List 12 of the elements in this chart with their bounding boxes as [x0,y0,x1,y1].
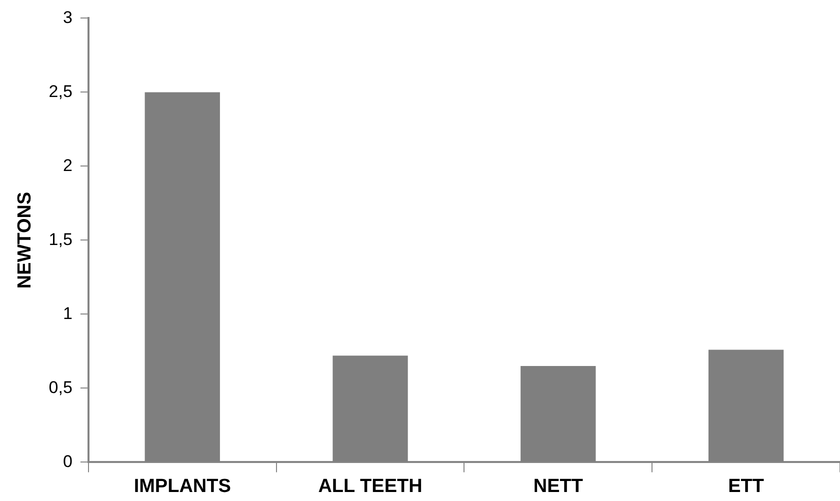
x-tick-label: NETT [533,476,584,497]
y-tick-label: 0,5 [48,378,72,397]
y-tick-label: 2 [62,156,72,175]
y-tick-label: 1,5 [48,230,72,249]
y-axis-title: NEWTONS [14,192,36,289]
x-tick-label: ETT [728,476,764,497]
x-tick-label: IMPLANTS [134,476,231,497]
y-tick-label: 3 [62,8,72,27]
y-tick-label: 1 [62,304,72,323]
y-tick-label: 0 [62,452,72,471]
y-tick-label: 2,5 [48,82,72,101]
x-tick-label: ALL TEETH [318,476,422,497]
